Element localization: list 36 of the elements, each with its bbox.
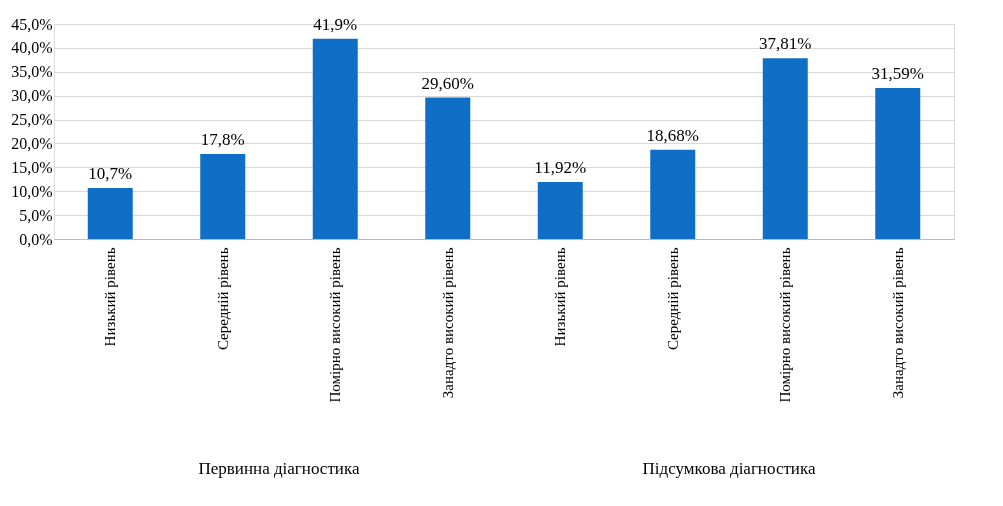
x-tick-label: Низький рівень — [552, 247, 569, 347]
bar — [87, 187, 133, 239]
bar — [537, 182, 583, 239]
bar — [762, 58, 808, 239]
bar — [425, 97, 471, 239]
y-tick-label: 5,0% — [19, 206, 53, 224]
bar — [650, 149, 696, 239]
y-tick-label: 20,0% — [11, 134, 53, 152]
data-label: 10,7% — [88, 163, 133, 183]
y-tick-label: 40,0% — [11, 39, 53, 57]
text: Первинна діагностика — [198, 459, 360, 478]
data-label: 31,59% — [871, 64, 924, 84]
x-tick-label: Низький рівень — [102, 247, 119, 347]
data-label: 37,81% — [759, 34, 812, 54]
x-tick-label: Помірно високий рівень — [327, 247, 344, 403]
data-label: 11,92% — [534, 158, 587, 178]
y-tick-label: 45,0% — [11, 15, 53, 33]
y-tick-label: 0,0% — [19, 230, 53, 248]
y-tick-label: 15,0% — [11, 158, 53, 176]
x-tick-label: Занадто високий рівень — [889, 247, 906, 399]
data-label: 41,9% — [313, 14, 358, 34]
y-tick-label: 10,0% — [11, 182, 53, 200]
y-tick-label: 25,0% — [11, 111, 53, 129]
x-tick-label: Помірно високий рівень — [777, 247, 794, 403]
data-label: 29,60% — [421, 73, 474, 93]
bar — [312, 38, 358, 239]
data-label: 18,68% — [646, 125, 699, 145]
x-tick-label: Занадто високий рівень — [439, 247, 456, 399]
y-tick-label: 35,0% — [11, 63, 53, 81]
bar — [200, 153, 246, 239]
text: Підсумкова діагностика — [642, 459, 816, 478]
x-tick-label: Середній рівень — [214, 247, 231, 351]
data-label: 17,8% — [200, 129, 245, 149]
x-tick-label: Середній рівень — [664, 247, 681, 351]
y-tick-label: 30,0% — [11, 87, 53, 105]
bar — [875, 88, 921, 239]
